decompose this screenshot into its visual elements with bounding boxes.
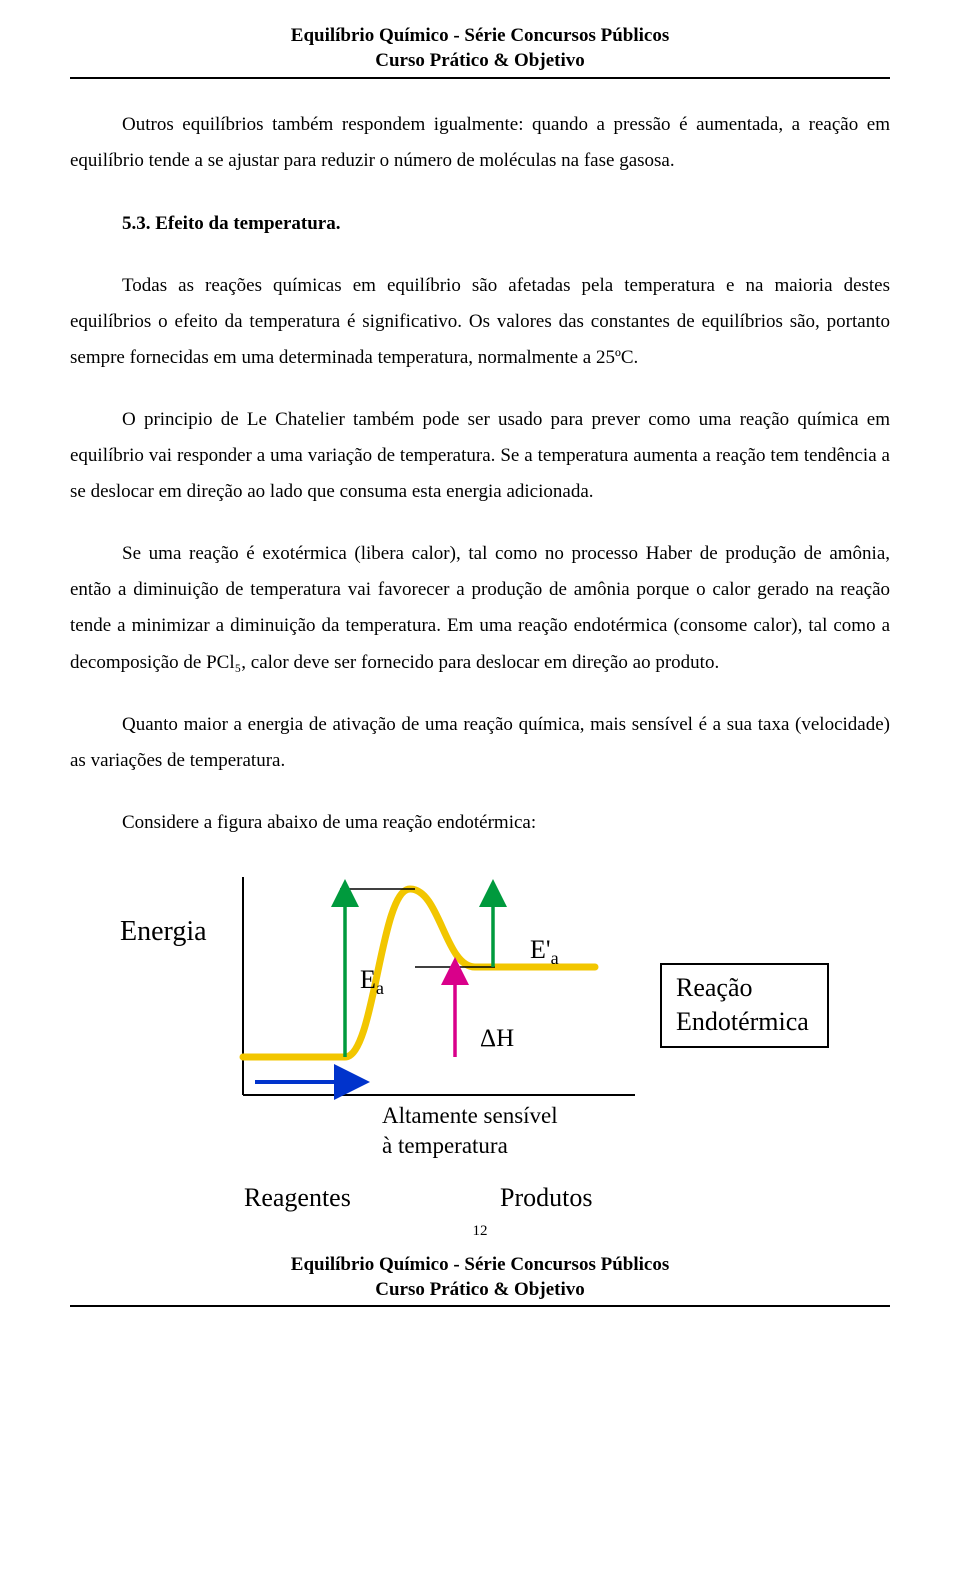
sensitivity-caption: Altamente sensível à temperatura xyxy=(382,1101,558,1161)
ea-label: Ea xyxy=(360,955,384,1006)
paragraph-4: Se uma reação é exotérmica (libera calor… xyxy=(70,536,890,680)
footer-rule xyxy=(70,1305,890,1307)
footer-line2: Curso Prático & Objetivo xyxy=(70,1278,890,1303)
caption-line1: Altamente sensível xyxy=(382,1101,558,1131)
footer-title: Equilíbrio Químico - Série Concursos Púb… xyxy=(70,1253,890,1302)
paragraph-2: Todas as reações químicas em equilíbrio … xyxy=(70,268,890,376)
x-label-reagents: Reagentes xyxy=(244,1173,351,1222)
header-title: Equilíbrio Químico - Série Concursos Púb… xyxy=(70,24,890,73)
header-rule xyxy=(70,77,890,79)
energy-diagram-figure: Energia Ea E'a ΔH xyxy=(130,877,950,1207)
reaction-box-line2: Endotérmica xyxy=(676,1005,809,1039)
paragraph-5: Quanto maior a energia de ativação de um… xyxy=(70,707,890,779)
paragraph-3: O principio de Le Chatelier também pode … xyxy=(70,402,890,510)
header-line2: Curso Prático & Objetivo xyxy=(70,49,890,74)
header-line1: Equilíbrio Químico - Série Concursos Púb… xyxy=(70,24,890,49)
y-axis-label: Energia xyxy=(120,905,207,958)
reaction-type-box: Reação Endotérmica xyxy=(660,963,829,1049)
footer-line1: Equilíbrio Químico - Série Concursos Púb… xyxy=(70,1253,890,1278)
paragraph-6: Considere a figura abaixo de uma reação … xyxy=(70,805,890,841)
page-number: 12 xyxy=(70,1217,890,1246)
reaction-box-line1: Reação xyxy=(676,971,809,1005)
eprime-label: E'a xyxy=(530,925,559,976)
x-label-products: Produtos xyxy=(500,1173,592,1222)
caption-line2: à temperatura xyxy=(382,1131,558,1161)
delta-h-label: ΔH xyxy=(480,1015,514,1063)
energy-diagram-svg xyxy=(235,877,655,1107)
section-heading: 5.3. Efeito da temperatura. xyxy=(70,206,890,242)
paragraph-1: Outros equilíbrios também respondem igua… xyxy=(70,107,890,179)
